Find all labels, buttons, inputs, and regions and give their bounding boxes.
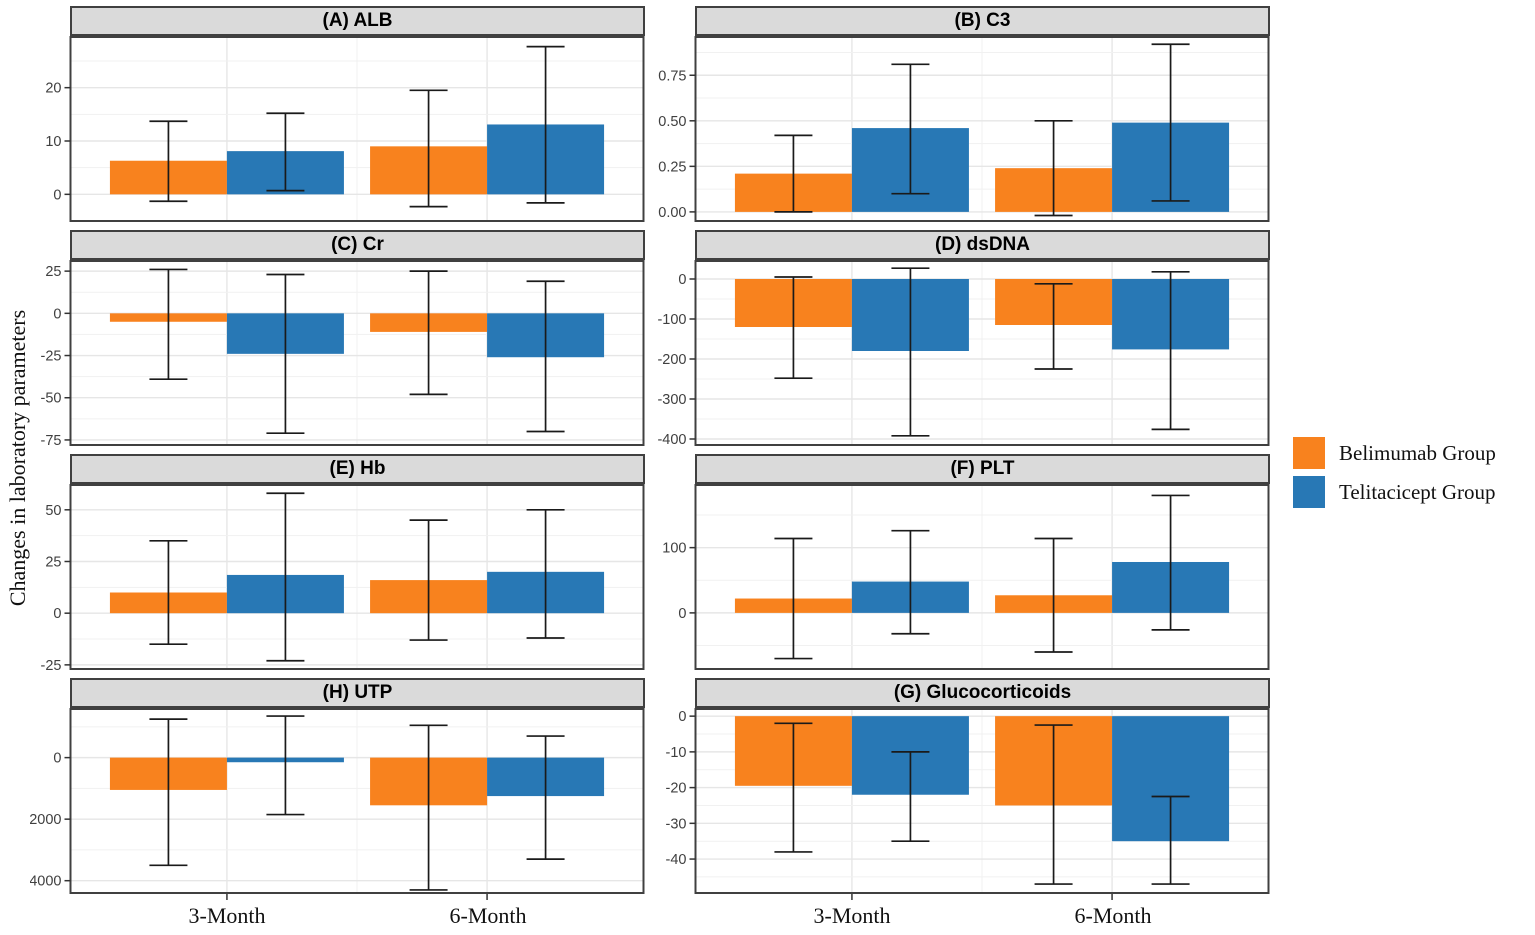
svg-text:25: 25 xyxy=(45,554,61,570)
telitacicept-swatch-icon xyxy=(1293,476,1325,508)
plot-utp: 0 -2000 -4000 xyxy=(30,708,645,900)
plot-cr: 25 0 -25 -50 -75 xyxy=(41,260,645,446)
belimumab-swatch-icon xyxy=(1293,437,1325,469)
svg-text:0.25: 0.25 xyxy=(658,159,686,175)
svg-text:-25: -25 xyxy=(41,349,62,365)
svg-text:0.50: 0.50 xyxy=(658,114,686,130)
panel-title-utp: (H) UTP xyxy=(70,678,645,708)
svg-text:0: 0 xyxy=(53,187,61,203)
panel-plt: (F) PLT 100 0 xyxy=(655,454,1270,670)
svg-text:-20: -20 xyxy=(666,781,687,797)
panel-c3: (B) C3 0.00 0.25 0.50 0.75 xyxy=(655,6,1270,222)
plot-hb: 50 25 0 -25 xyxy=(41,484,645,670)
panel-glucocorticoids: (G) Glucocorticoids 0 -10 -20 -30 -40 xyxy=(655,678,1270,902)
plot-alb: 0 10 20 xyxy=(45,36,645,222)
panel-utp: (H) UTP 0 -2000 -4000 xyxy=(30,678,645,902)
plot-dsdna: 0 -100 -200 -300 -400 xyxy=(657,260,1270,446)
panel-title-cr: (C) Cr xyxy=(70,230,645,260)
x-label-left-3month: 3-Month xyxy=(188,903,266,928)
x-label-right-3month: 3-Month xyxy=(813,903,891,928)
panel-alb: (A) ALB 0 10 20 xyxy=(30,6,645,222)
panel-title-glucocorticoids: (G) Glucocorticoids xyxy=(695,678,1270,708)
svg-text:0.00: 0.00 xyxy=(658,205,686,221)
panel-title-plt: (F) PLT xyxy=(695,454,1270,484)
svg-text:-30: -30 xyxy=(666,816,687,832)
svg-text:0.75: 0.75 xyxy=(658,68,686,84)
svg-text:0: 0 xyxy=(678,272,686,288)
legend: Belimumab Group Telitacicept Group xyxy=(1293,437,1496,515)
svg-text:0: 0 xyxy=(678,709,686,725)
panel-grid: (A) ALB 0 10 20 (B) C3 0.00 0.25 0.50 0.75 (C… xyxy=(30,6,1270,902)
svg-text:25: 25 xyxy=(45,264,61,280)
svg-text:100: 100 xyxy=(662,541,686,557)
svg-text:-400: -400 xyxy=(657,432,686,446)
legend-label-belimumab: Belimumab Group xyxy=(1339,440,1496,465)
plot-plt: 100 0 xyxy=(662,484,1270,670)
legend-item-belimumab: Belimumab Group xyxy=(1293,437,1496,469)
svg-text:0: 0 xyxy=(53,751,61,767)
svg-text:0: 0 xyxy=(53,306,61,322)
svg-text:0: 0 xyxy=(53,606,61,622)
y-axis-title: Changes in laboratory parameters xyxy=(5,309,30,607)
panel-title-dsdna: (D) dsDNA xyxy=(695,230,1270,260)
svg-text:-2000: -2000 xyxy=(30,812,62,828)
svg-text:-200: -200 xyxy=(657,352,686,368)
svg-text:50: 50 xyxy=(45,503,61,519)
svg-text:0: 0 xyxy=(678,606,686,622)
svg-text:-10: -10 xyxy=(666,745,687,761)
svg-text:-100: -100 xyxy=(657,312,686,328)
panel-title-hb: (E) Hb xyxy=(70,454,645,484)
plot-glucocorticoids: 0 -10 -20 -30 -40 xyxy=(666,708,1270,900)
panel-hb: (E) Hb 50 25 0 -25 xyxy=(30,454,645,670)
legend-label-telitacicept: Telitacicept Group xyxy=(1339,479,1496,504)
panel-title-c3: (B) C3 xyxy=(695,6,1270,36)
svg-text:20: 20 xyxy=(45,81,61,97)
svg-text:-75: -75 xyxy=(41,433,62,446)
plot-c3: 0.00 0.25 0.50 0.75 xyxy=(658,36,1270,222)
svg-text:-40: -40 xyxy=(666,852,687,868)
svg-text:10: 10 xyxy=(45,134,61,150)
panel-dsdna: (D) dsDNA 0 -100 -200 -300 -400 xyxy=(655,230,1270,446)
x-label-right-6month: 6-Month xyxy=(1074,903,1152,928)
svg-text:-300: -300 xyxy=(657,392,686,408)
panel-cr: (C) Cr 25 0 -25 -50 -75 xyxy=(30,230,645,446)
x-label-left-6month: 6-Month xyxy=(449,903,527,928)
panel-title-alb: (A) ALB xyxy=(70,6,645,36)
svg-text:-4000: -4000 xyxy=(30,874,62,890)
svg-text:-50: -50 xyxy=(41,391,62,407)
svg-text:-25: -25 xyxy=(41,658,62,670)
legend-item-telitacicept: Telitacicept Group xyxy=(1293,476,1496,508)
